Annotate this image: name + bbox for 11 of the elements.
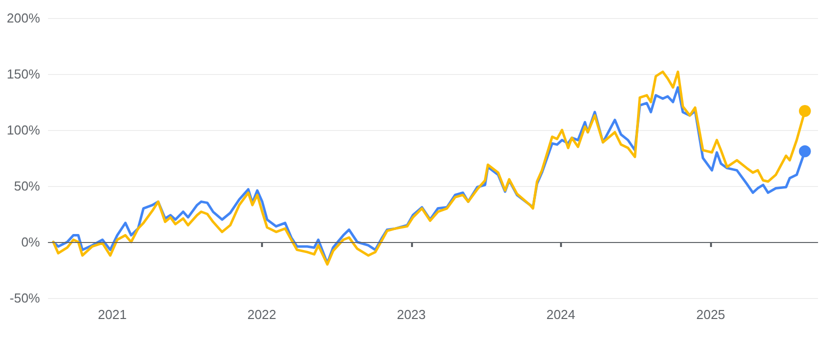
y-tick-label: 0% [21, 234, 40, 250]
y-tick-label: 100% [6, 122, 40, 138]
y-tick-label: 150% [6, 66, 40, 82]
x-tick-label: 2023 [396, 307, 426, 322]
x-tick-label: 2022 [247, 307, 276, 322]
x-tick-label: 2025 [696, 307, 726, 322]
x-tick-label: 2024 [546, 307, 576, 322]
y-tick-label: -50% [10, 290, 40, 306]
y-tick-label: 200% [6, 10, 40, 26]
y-tick-label: 50% [14, 178, 40, 194]
x-tick-label: 2021 [98, 307, 127, 322]
